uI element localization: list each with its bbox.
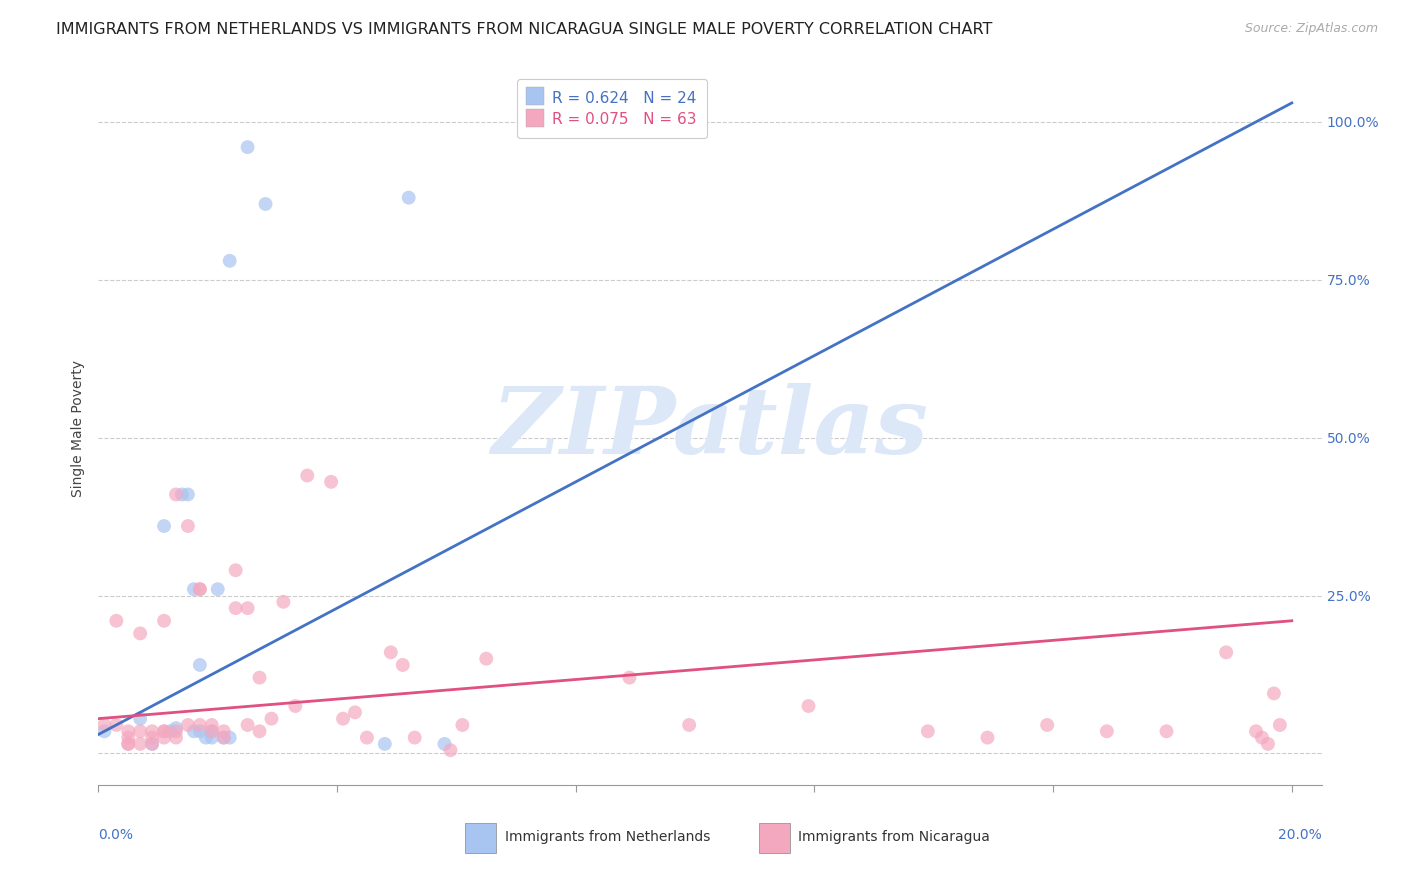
Point	[475, 651, 498, 665]
Point	[1036, 718, 1059, 732]
Point	[1251, 731, 1274, 745]
Point	[249, 724, 271, 739]
Point	[380, 645, 402, 659]
Point	[105, 718, 128, 732]
Point	[177, 487, 200, 501]
Point	[225, 601, 247, 615]
Point	[212, 731, 235, 745]
Point	[236, 140, 259, 154]
Text: ZIPatlas: ZIPatlas	[492, 384, 928, 473]
Point	[398, 191, 420, 205]
Point	[260, 712, 283, 726]
Point	[1095, 724, 1118, 739]
Point	[201, 724, 224, 739]
Point	[129, 737, 152, 751]
Text: Source: ZipAtlas.com: Source: ZipAtlas.com	[1244, 22, 1378, 36]
Point	[451, 718, 474, 732]
Point	[201, 718, 224, 732]
Point	[117, 737, 139, 751]
Point	[141, 737, 163, 751]
Point	[194, 731, 217, 745]
Point	[129, 724, 152, 739]
Text: 0.0%: 0.0%	[98, 828, 134, 842]
Point	[976, 731, 998, 745]
Point	[678, 718, 700, 732]
Point	[218, 731, 240, 745]
Point	[117, 724, 139, 739]
Text: Immigrants from Nicaragua: Immigrants from Nicaragua	[799, 830, 990, 844]
Point	[236, 718, 259, 732]
Point	[273, 595, 295, 609]
Point	[188, 724, 211, 739]
Y-axis label: Single Male Poverty: Single Male Poverty	[72, 359, 86, 497]
Point	[1263, 686, 1285, 700]
Point	[321, 475, 343, 489]
Point	[141, 724, 163, 739]
Point	[917, 724, 939, 739]
Point	[183, 582, 205, 597]
Point	[93, 724, 115, 739]
Point	[391, 657, 413, 672]
Point	[188, 582, 211, 597]
Point	[165, 487, 187, 501]
Point	[297, 468, 319, 483]
Point	[201, 731, 224, 745]
Point	[1257, 737, 1279, 751]
Point	[177, 718, 200, 732]
Point	[1215, 645, 1237, 659]
Point	[249, 671, 271, 685]
Point	[207, 582, 229, 597]
Point	[165, 731, 187, 745]
Point	[212, 731, 235, 745]
Point	[439, 743, 461, 757]
Point	[105, 614, 128, 628]
Point	[356, 731, 378, 745]
Point	[218, 253, 240, 268]
Point	[212, 724, 235, 739]
Point	[153, 731, 176, 745]
Point	[129, 626, 152, 640]
Point	[619, 671, 641, 685]
Point	[254, 197, 277, 211]
Point	[129, 712, 152, 726]
Point	[188, 582, 211, 597]
Point	[153, 519, 176, 533]
Point	[183, 724, 205, 739]
Bar	[465, 822, 496, 853]
Point	[153, 614, 176, 628]
Point	[797, 699, 820, 714]
Text: IMMIGRANTS FROM NETHERLANDS VS IMMIGRANTS FROM NICARAGUA SINGLE MALE POVERTY COR: IMMIGRANTS FROM NETHERLANDS VS IMMIGRANT…	[56, 22, 993, 37]
Point	[225, 563, 247, 577]
Point	[343, 706, 366, 720]
Point	[284, 699, 307, 714]
Point	[159, 724, 181, 739]
Legend: R = 0.624   N = 24, R = 0.075   N = 63: R = 0.624 N = 24, R = 0.075 N = 63	[517, 79, 707, 137]
Text: Immigrants from Netherlands: Immigrants from Netherlands	[505, 830, 710, 844]
Point	[141, 731, 163, 745]
Point	[188, 657, 211, 672]
Point	[332, 712, 354, 726]
Point	[177, 519, 200, 533]
Point	[236, 601, 259, 615]
Point	[165, 721, 187, 735]
Point	[117, 737, 139, 751]
Point	[188, 718, 211, 732]
Point	[93, 718, 115, 732]
Point	[153, 724, 176, 739]
Point	[374, 737, 396, 751]
Point	[153, 724, 176, 739]
Point	[433, 737, 456, 751]
Point	[117, 731, 139, 745]
Point	[1156, 724, 1178, 739]
Point	[165, 724, 187, 739]
Bar	[759, 822, 790, 853]
Point	[404, 731, 426, 745]
Point	[1268, 718, 1291, 732]
Text: 20.0%: 20.0%	[1278, 828, 1322, 842]
Point	[1244, 724, 1267, 739]
Point	[141, 737, 163, 751]
Point	[201, 724, 224, 739]
Point	[170, 487, 193, 501]
